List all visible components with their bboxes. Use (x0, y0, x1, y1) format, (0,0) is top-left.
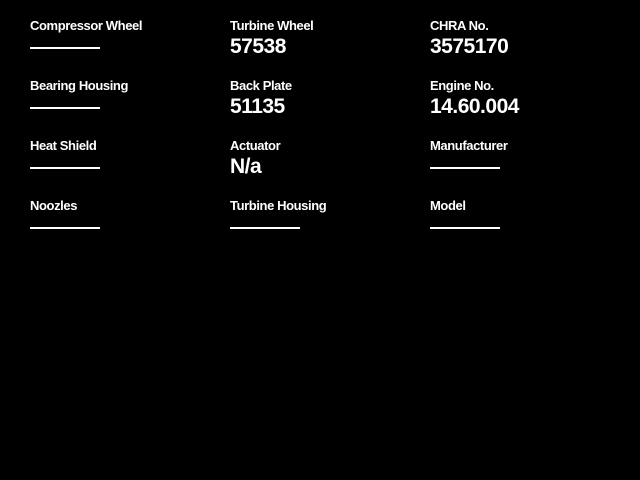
empty-value-dash (30, 167, 100, 169)
field-back-plate: Back Plate 51135 (230, 79, 430, 139)
empty-value-dash (30, 107, 100, 109)
field-manufacturer: Manufacturer (430, 139, 630, 199)
field-label: Manufacturer (430, 138, 508, 153)
field-label: Actuator (230, 138, 281, 153)
empty-value-dash (30, 227, 100, 229)
field-chra-no: CHRA No. 3575170 (430, 19, 630, 79)
field-compressor-wheel: Compressor Wheel (30, 19, 230, 79)
field-label: Back Plate (230, 78, 292, 93)
field-value: 51135 (230, 95, 285, 118)
field-value: 14.60.004 (430, 95, 519, 118)
field-turbine-housing: Turbine Housing (230, 199, 430, 259)
field-label: Noozles (30, 198, 78, 213)
field-value: 57538 (230, 35, 286, 58)
field-heat-shield: Heat Shield (30, 139, 230, 199)
field-noozles: Noozles (30, 199, 230, 259)
field-label: Model (430, 198, 466, 213)
field-actuator: Actuator N/a (230, 139, 430, 199)
field-label: Heat Shield (30, 138, 97, 153)
field-model: Model (430, 199, 630, 259)
empty-value-dash (230, 227, 300, 229)
empty-value-dash (30, 47, 100, 49)
field-engine-no: Engine No. 14.60.004 (430, 79, 630, 139)
field-label: Turbine Wheel (230, 18, 314, 33)
field-value: N/a (230, 155, 262, 178)
field-label: Engine No. (430, 78, 494, 93)
empty-value-dash (430, 227, 500, 229)
field-label: CHRA No. (430, 18, 489, 33)
field-label: Bearing Housing (30, 78, 129, 93)
field-turbine-wheel: Turbine Wheel 57538 (230, 19, 430, 79)
field-label: Compressor Wheel (30, 18, 143, 33)
empty-value-dash (430, 167, 500, 169)
field-bearing-housing: Bearing Housing (30, 79, 230, 139)
field-label: Turbine Housing (230, 198, 327, 213)
field-value: 3575170 (430, 35, 509, 58)
chra-details-grid: Compressor Wheel Turbine Wheel 57538 CHR… (30, 19, 630, 259)
